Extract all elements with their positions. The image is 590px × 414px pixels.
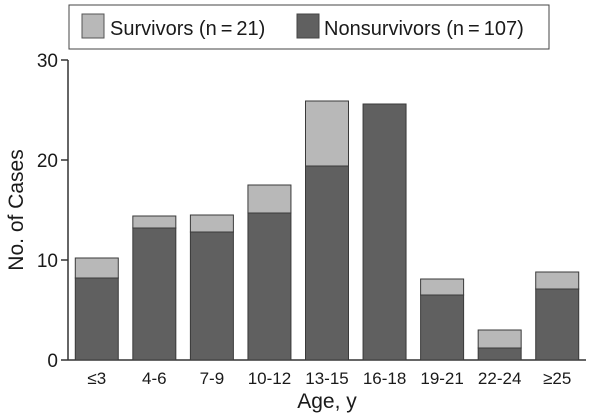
legend-label-nonsurvivors: Nonsurvivors (n = 107)	[324, 18, 524, 40]
x-tick-label: 22-24	[478, 369, 521, 388]
bar-survivors	[535, 271, 580, 290]
x-tick-label: 13-15	[305, 369, 348, 388]
bar-nonsurvivors	[305, 165, 349, 361]
bar-survivors	[305, 100, 349, 167]
bar-survivors	[74, 257, 119, 279]
x-axis-title: Age, y	[297, 390, 357, 413]
y-tick-label: 10	[37, 251, 58, 272]
x-tick-label: 7-9	[200, 369, 225, 388]
bar-survivors	[247, 184, 292, 214]
bar-survivors	[477, 329, 522, 349]
bar-survivors	[132, 215, 177, 229]
y-tick-label: 20	[37, 151, 58, 172]
x-tick-label: 16-18	[363, 369, 406, 388]
x-tick-label: 4-6	[142, 369, 167, 388]
legend-swatch-nonsurvivors	[296, 13, 320, 39]
x-tick-label: ≤3	[87, 369, 106, 388]
bar-nonsurvivors	[362, 103, 407, 361]
x-tick-label: 19-21	[420, 369, 463, 388]
y-axis-title: No. of Cases	[5, 149, 28, 270]
bars	[74, 100, 580, 361]
bar-nonsurvivors	[535, 288, 580, 361]
legend-label-survivors: Survivors (n = 21)	[110, 18, 265, 40]
bar-nonsurvivors	[74, 277, 119, 361]
y-tick-label: 30	[37, 51, 58, 72]
bar-nonsurvivors	[189, 231, 234, 361]
legend-swatch-survivors	[81, 13, 105, 39]
x-tick-label: ≥25	[543, 369, 571, 388]
bar-nonsurvivors	[420, 294, 465, 361]
x-tick-label: 10-12	[248, 369, 291, 388]
bar-nonsurvivors	[132, 227, 177, 361]
bar-nonsurvivors	[477, 347, 522, 361]
legend: Survivors (n = 21) Nonsurvivors (n = 107…	[68, 4, 550, 50]
y-axis: 0 10 20 30	[37, 51, 69, 372]
bar-survivors	[420, 278, 465, 296]
bar-survivors	[189, 214, 234, 233]
bar-nonsurvivors	[247, 212, 292, 361]
y-tick-label: 0	[47, 351, 58, 372]
x-tick-labels: ≤3 4-6 7-9 10-12 13-15 16-18 19-21 22-24 ≥25	[87, 369, 571, 388]
